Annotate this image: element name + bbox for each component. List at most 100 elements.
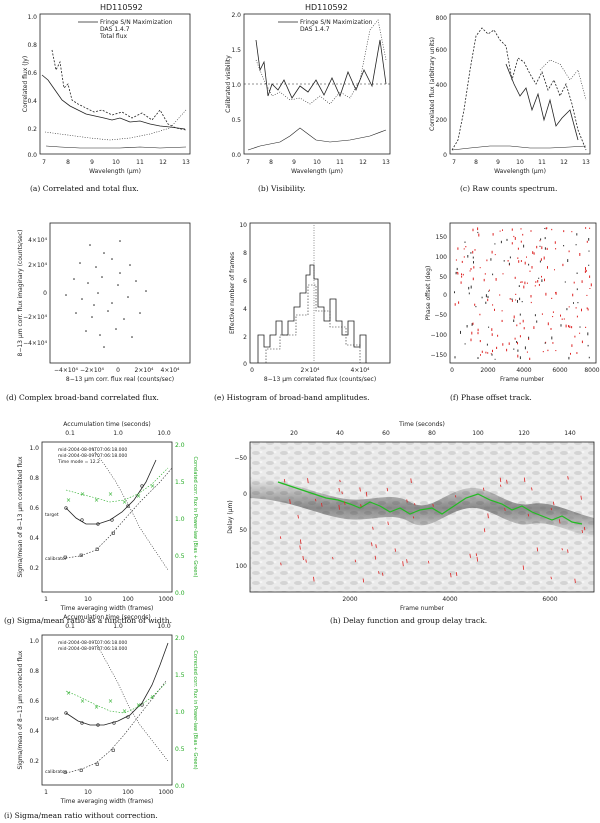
panel-b-xlabel: Wavelength (µm) [291, 168, 343, 175]
phase-offset-mark [497, 334, 499, 337]
panel-i-series-label-1: calibrator [45, 769, 67, 775]
phase-offset-mark [514, 237, 516, 240]
phase-offset-mark [520, 228, 522, 230]
phase-offset-mark [519, 356, 521, 360]
panel-f: 150 100 50 0 −50 −100 −150 0 2000 4000 6… [400, 215, 600, 415]
svg-text:×: × [94, 497, 99, 504]
delay-track-mark [550, 507, 553, 511]
phase-offset-mark [541, 275, 542, 278]
panel-a-xtick-3: 10 [112, 159, 120, 166]
panel-h: Time (seconds) 20 40 60 80 100 120 140 −… [210, 420, 600, 630]
phase-offset-mark [571, 231, 573, 233]
phase-offset-mark [472, 256, 474, 259]
panel-h-toptick-4: 100 [472, 430, 484, 437]
phase-offset-mark [543, 256, 545, 260]
phase-offset-mark [551, 228, 553, 231]
phase-offset-mark [568, 306, 570, 308]
phase-offset-mark [568, 325, 569, 328]
svg-text:×: × [66, 690, 71, 697]
phase-offset-mark [495, 278, 497, 281]
phase-offset-mark [535, 281, 537, 283]
phase-offset-mark [508, 262, 510, 265]
panel-a-plot: HD110592 Fringe S/N Maximization DAS 1.4… [22, 3, 191, 175]
svg-text:×: × [66, 497, 71, 504]
panel-i-ytick-2: 0.6 [29, 698, 39, 705]
panel-g-ylabel-right: Correlated corr. flux in Power-law (Bias… [192, 457, 198, 578]
panel-d-xtick-4: 4×10⁴ [161, 367, 180, 374]
delay-track-mark [428, 560, 430, 564]
panel-a-xtick-0: 7 [42, 159, 46, 166]
panel-i-xtick-2: 100 [122, 789, 134, 796]
panel-c: 0 200 400 600 800 7 8 9 10 11 12 13 Wave… [400, 0, 600, 200]
panel-i-xtick-3: 1000 [158, 789, 173, 796]
panel-i-toptick-2: 10.0 [157, 623, 171, 630]
panel-a-ytick-3: 0.6 [27, 70, 37, 77]
delay-track-mark [504, 507, 506, 511]
phase-offset-mark [457, 247, 459, 250]
delay-track-mark [386, 487, 389, 492]
phase-offset-mark [531, 266, 533, 269]
phase-offset-mark [507, 260, 509, 262]
panel-i-ytick-0: 0.2 [29, 758, 39, 765]
phase-offset-mark [484, 273, 486, 275]
delay-track-mark [321, 502, 323, 507]
panel-h-ylabel: Delay (µm) [227, 500, 234, 533]
phase-offset-mark [472, 250, 474, 254]
phase-offset-mark [455, 271, 457, 275]
phase-offset-mark [563, 245, 565, 247]
delay-track-mark [387, 521, 389, 525]
panel-b-xtick-4: 11 [336, 159, 344, 166]
phase-offset-mark [496, 346, 498, 349]
phase-offset-mark [491, 353, 493, 356]
delay-track-mark [523, 477, 526, 483]
panel-c-xtick-1: 8 [474, 159, 478, 166]
phase-offset-mark [491, 328, 493, 331]
phase-offset-mark [589, 227, 591, 229]
panel-a-xtick-1: 8 [66, 159, 70, 166]
phase-offset-mark [468, 286, 470, 290]
phase-offset-mark [571, 326, 573, 329]
phase-offset-mark [529, 357, 531, 360]
panel-a-ytick-0: 0.0 [27, 152, 37, 159]
panel-g-green-markers: × × × × × × × [66, 483, 155, 506]
panel-i-markers [63, 703, 144, 774]
phase-offset-mark [479, 267, 481, 269]
phase-offset-mark [585, 227, 587, 229]
phase-offset-mark [490, 353, 492, 355]
panel-e-plot: 0 2 4 6 8 10 0 2×10⁴ 4×10⁴ 8−13 µm corre… [229, 222, 391, 383]
phase-offset-mark [534, 314, 536, 317]
delay-track-mark [483, 528, 486, 533]
phase-offset-mark [544, 228, 546, 229]
panel-i-ylabel-right: Corrected corr. flux in Power-law (Bias … [192, 650, 198, 769]
phase-offset-mark [481, 296, 483, 299]
phase-offset-mark [511, 242, 513, 245]
phase-offset-mark [555, 350, 557, 352]
delay-track-mark [432, 503, 434, 507]
phase-offset-mark [517, 300, 518, 303]
phase-offset-mark [517, 354, 519, 358]
panel-i-note-0: mid-2004-08-09T07:06:18.000 [58, 640, 127, 646]
phase-offset-mark [588, 238, 590, 241]
panel-c-ylabel: Correlated flux (arbitrary units) [429, 37, 436, 131]
phase-offset-mark [533, 252, 535, 255]
panel-h-ytick-3: 100 [236, 563, 248, 570]
phase-offset-mark [585, 267, 586, 270]
panel-i-yrtick-3: 1.5 [175, 672, 185, 679]
panel-e-xtick-2: 4×10⁴ [351, 367, 370, 374]
panel-b-legend-2: DAS 1.4.7 [300, 26, 330, 33]
panel-f-caption: (f) Phase offset track. [450, 393, 532, 402]
delay-track-mark [305, 559, 307, 563]
delay-track-mark [483, 487, 485, 491]
panel-g-toptick-2: 10.0 [157, 430, 171, 437]
phase-offset-mark [492, 304, 494, 306]
phase-offset-mark [473, 266, 475, 269]
panel-a-ytick-1: 0.2 [27, 126, 37, 133]
delay-track-mark [450, 573, 452, 578]
phase-offset-mark [511, 228, 513, 231]
panel-b-caption: (b) Visibility. [258, 184, 306, 193]
phase-offset-mark [552, 311, 554, 313]
panel-g-note-2: Time mode = 12.2 [57, 459, 100, 465]
phase-offset-mark [517, 257, 519, 259]
panel-d-xtick-1: −2×10⁴ [80, 367, 105, 374]
phase-offset-mark [520, 281, 521, 283]
